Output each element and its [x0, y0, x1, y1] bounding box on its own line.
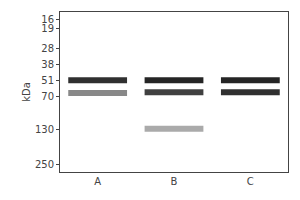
svg-text:28: 28: [41, 43, 54, 54]
svg-text:kDa: kDa: [21, 82, 32, 102]
svg-text:C: C: [247, 176, 254, 187]
svg-text:250: 250: [35, 159, 54, 170]
svg-text:16: 16: [41, 14, 54, 25]
svg-text:70: 70: [41, 91, 54, 102]
svg-text:19: 19: [41, 23, 54, 34]
svg-text:A: A: [94, 176, 101, 187]
svg-text:38: 38: [41, 59, 54, 70]
svg-text:130: 130: [35, 124, 54, 135]
svg-text:B: B: [171, 176, 178, 187]
svg-text:51: 51: [41, 75, 54, 86]
